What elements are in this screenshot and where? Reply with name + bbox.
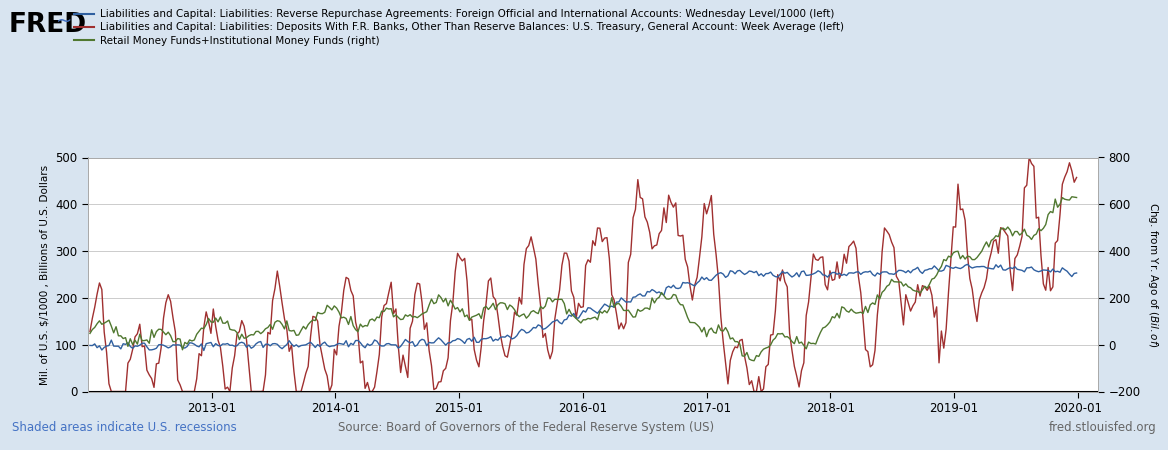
Y-axis label: Mil. of U.S. $/1000 , Billions of U.S. Dollars: Mil. of U.S. $/1000 , Billions of U.S. D… bbox=[40, 164, 49, 385]
Text: FRED: FRED bbox=[8, 12, 86, 38]
Text: ~: ~ bbox=[56, 12, 72, 31]
Legend: Liabilities and Capital: Liabilities: Reverse Repurchase Agreements: Foreign Off: Liabilities and Capital: Liabilities: Re… bbox=[69, 5, 848, 50]
Y-axis label: Chg. from Yr. Ago of $(Bil. of $): Chg. from Yr. Ago of $(Bil. of $) bbox=[1146, 202, 1160, 347]
Text: Shaded areas indicate U.S. recessions: Shaded areas indicate U.S. recessions bbox=[12, 421, 236, 434]
Text: fred.stlouisfed.org: fred.stlouisfed.org bbox=[1049, 421, 1156, 434]
Text: Source: Board of Governors of the Federal Reserve System (US): Source: Board of Governors of the Federa… bbox=[338, 421, 714, 434]
